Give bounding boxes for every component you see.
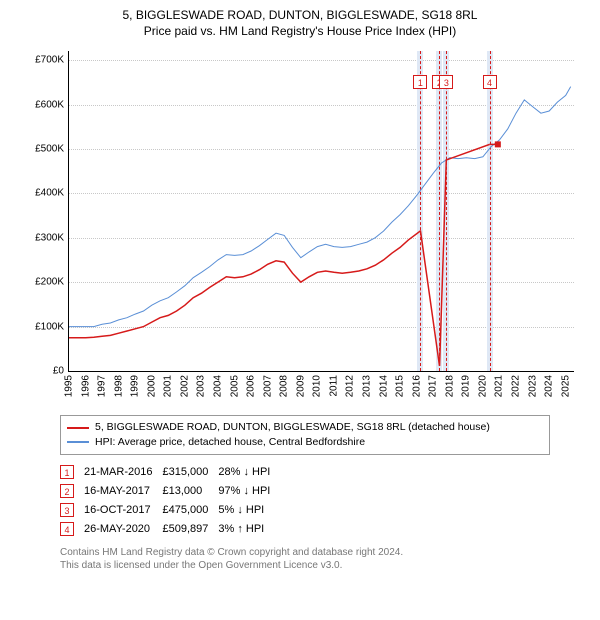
sale-number-box: 4 [60, 522, 74, 536]
sale-date: 21-MAR-2016 [84, 464, 162, 480]
chart-area: £0 £100K £200K £300K £400K £500K £600K £700K 1 2… [20, 45, 580, 405]
series-price_paid-endpoint [495, 142, 501, 148]
sale-marker: 3 [439, 75, 453, 89]
x-tick-label: 1996 [80, 375, 91, 397]
x-tick-label: 2018 [444, 375, 455, 397]
sale-price: £13,000 [162, 483, 218, 499]
x-tick-label: 2024 [544, 375, 555, 397]
x-tick-label: 2025 [560, 375, 571, 397]
x-tick-label: 2000 [146, 375, 157, 397]
x-tick-label: 1998 [113, 375, 124, 397]
legend-row-hpi: HPI: Average price, detached house, Cent… [67, 435, 543, 450]
x-tick-label: 2011 [328, 375, 339, 397]
x-tick-label: 2007 [262, 375, 273, 397]
x-tick-label: 2012 [345, 375, 356, 397]
legend-label-price-paid: 5, BIGGLESWADE ROAD, DUNTON, BIGGLESWADE… [95, 420, 490, 435]
sale-number-box: 3 [60, 503, 74, 517]
x-tick-label: 2004 [213, 375, 224, 397]
sale-price: £475,000 [162, 502, 218, 518]
sale-marker: 1 [413, 75, 427, 89]
x-tick-label: 2017 [428, 375, 439, 397]
footer-attribution: Contains HM Land Registry data © Crown c… [60, 546, 588, 572]
sale-marker: 4 [483, 75, 497, 89]
legend-swatch-price-paid [67, 427, 89, 429]
sale-date: 16-OCT-2017 [84, 502, 162, 518]
chart-titles: 5, BIGGLESWADE ROAD, DUNTON, BIGGLESWADE… [12, 8, 588, 39]
sale-date: 26-MAY-2020 [84, 521, 162, 537]
x-tick-label: 2016 [411, 375, 422, 397]
x-tick-label: 2019 [461, 375, 472, 397]
sale-row: 4 26-MAY-2020£509,8973% ↑ HPI [60, 521, 280, 537]
x-tick-label: 1997 [97, 375, 108, 397]
sale-delta: 5% ↓ HPI [218, 502, 280, 518]
footer-line-2: This data is licensed under the Open Gov… [60, 559, 588, 572]
series-price_paid [69, 145, 490, 366]
x-tick-label: 2001 [163, 375, 174, 397]
y-tick-label: £100K [20, 321, 64, 332]
x-tick-label: 2003 [196, 375, 207, 397]
legend-swatch-hpi [67, 441, 89, 443]
legend-row-price-paid: 5, BIGGLESWADE ROAD, DUNTON, BIGGLESWADE… [67, 420, 543, 435]
sale-number-box: 1 [60, 465, 74, 479]
sale-number-box: 2 [60, 484, 74, 498]
sale-row: 3 16-OCT-2017£475,0005% ↓ HPI [60, 502, 280, 518]
x-tick-label: 2013 [362, 375, 373, 397]
sale-date: 16-MAY-2017 [84, 483, 162, 499]
x-tick-label: 2014 [378, 375, 389, 397]
y-tick-label: £400K [20, 188, 64, 199]
y-tick-label: £200K [20, 277, 64, 288]
x-tick-label: 2008 [279, 375, 290, 397]
x-tick-label: 1995 [64, 375, 75, 397]
x-tick-label: 2021 [494, 375, 505, 397]
line-chart-svg [69, 51, 574, 371]
sale-delta: 3% ↑ HPI [218, 521, 280, 537]
x-tick-label: 2005 [229, 375, 240, 397]
footer-line-1: Contains HM Land Registry data © Crown c… [60, 546, 588, 559]
x-tick-label: 1999 [130, 375, 141, 397]
x-tick-label: 2009 [295, 375, 306, 397]
x-tick-label: 2022 [511, 375, 522, 397]
x-tick-label: 2015 [395, 375, 406, 397]
sale-row: 2 16-MAY-2017£13,00097% ↓ HPI [60, 483, 280, 499]
x-tick-label: 2010 [312, 375, 323, 397]
series-hpi [69, 87, 571, 327]
x-tick-label: 2023 [527, 375, 538, 397]
y-tick-label: £300K [20, 232, 64, 243]
page: 5, BIGGLESWADE ROAD, DUNTON, BIGGLESWADE… [0, 0, 600, 620]
sale-delta: 28% ↓ HPI [218, 464, 280, 480]
legend-label-hpi: HPI: Average price, detached house, Cent… [95, 435, 365, 450]
sale-row: 1 21-MAR-2016£315,00028% ↓ HPI [60, 464, 280, 480]
x-tick-label: 2020 [477, 375, 488, 397]
x-tick-label: 2002 [179, 375, 190, 397]
x-tick-label: 2006 [246, 375, 257, 397]
y-tick-label: £500K [20, 143, 64, 154]
y-tick-label: £600K [20, 99, 64, 110]
title-line-1: 5, BIGGLESWADE ROAD, DUNTON, BIGGLESWADE… [12, 8, 588, 24]
plot-region: 1234 19951996199719981999200020012002200… [68, 51, 574, 372]
legend: 5, BIGGLESWADE ROAD, DUNTON, BIGGLESWADE… [60, 415, 550, 454]
sales-table: 1 21-MAR-2016£315,00028% ↓ HPI 2 16-MAY-201… [60, 461, 588, 540]
sale-price: £509,897 [162, 521, 218, 537]
sale-price: £315,000 [162, 464, 218, 480]
sale-delta: 97% ↓ HPI [218, 483, 280, 499]
y-tick-label: £0 [20, 366, 64, 377]
title-line-2: Price paid vs. HM Land Registry's House … [12, 24, 588, 40]
y-tick-label: £700K [20, 55, 64, 66]
